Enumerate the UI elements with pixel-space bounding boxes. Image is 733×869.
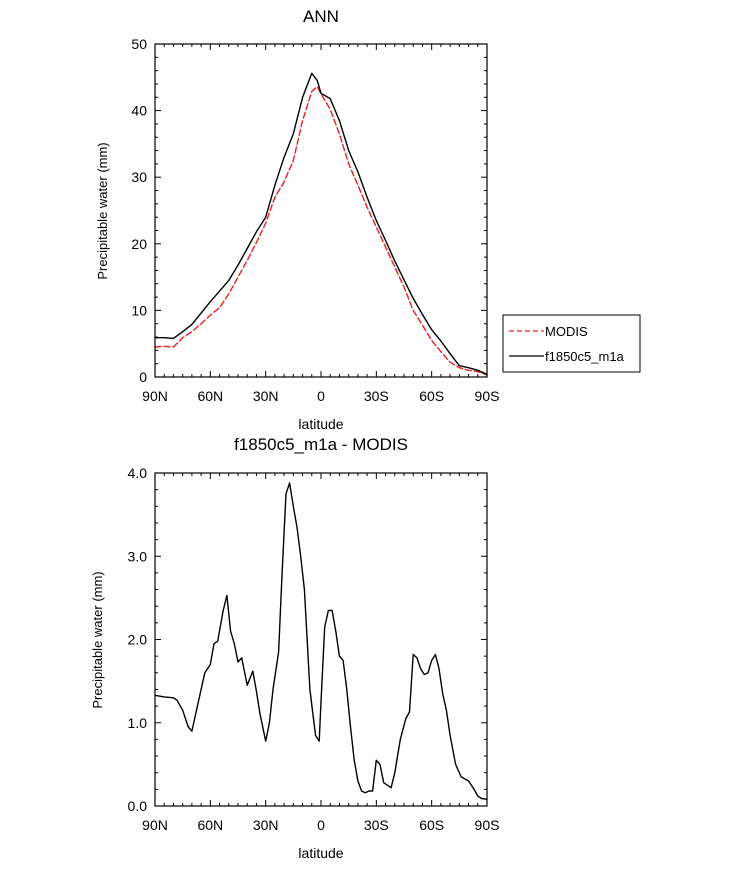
top-panel-ytick-label: 40 xyxy=(131,103,147,119)
bottom-panel-ytick-label: 1.0 xyxy=(128,715,148,731)
top-panel: ANN 90N 60N 30N 0 30S 60S 90S 0 10 20 30 40 50 latit… xyxy=(95,7,499,432)
bottom-panel-xtick-label: 60N xyxy=(197,817,223,833)
legend: MODIS f1850c5_m1a xyxy=(502,314,641,373)
bottom-panel-ytick-label: 2.0 xyxy=(128,632,148,648)
bottom-panel: f1850c5_m1a - MODIS 90N 60N 30N 0 30S 60S 90S 0… xyxy=(90,435,499,861)
top-panel-plot-content xyxy=(154,72,488,376)
bottom-panel-ylabel: Precipitable water (mm) xyxy=(90,571,105,708)
top-panel-ytick-label: 50 xyxy=(131,36,147,52)
legend-box xyxy=(502,314,641,373)
bottom-panel-xtick-label: 30N xyxy=(253,817,279,833)
top-panel-ytick-label: 30 xyxy=(131,169,147,185)
bottom-panel-ytick-label: 0.0 xyxy=(128,798,148,814)
legend-label-modis: MODIS xyxy=(545,324,588,339)
top-panel-xtick-label: 60S xyxy=(419,388,444,404)
top-panel-line-f1850c5-m1a xyxy=(154,72,488,375)
bottom-panel-ytick-label: 3.0 xyxy=(128,548,148,564)
top-panel-title: ANN xyxy=(303,7,339,26)
top-panel-xlabel: latitude xyxy=(298,416,343,432)
bottom-panel-line-series-0 xyxy=(154,482,488,800)
top-panel-xtick-label: 30N xyxy=(253,388,279,404)
bottom-panel-xtick-label: 90N xyxy=(142,817,168,833)
top-panel-xtick-label: 60N xyxy=(197,388,223,404)
top-panel-axes: 90N 60N 30N 0 30S 60S 90S 0 10 20 30 40 50 xyxy=(131,36,499,404)
top-panel-ytick-label: 10 xyxy=(131,302,147,318)
top-panel-line-modis xyxy=(154,85,488,376)
top-panel-ytick-label: 0 xyxy=(139,369,147,385)
bottom-panel-plot-content xyxy=(154,482,488,800)
bottom-panel-xtick-label: 60S xyxy=(419,817,444,833)
top-panel-xtick-label: 90S xyxy=(475,388,500,404)
bottom-panel-xtick-label: 0 xyxy=(317,817,325,833)
top-panel-xtick-label: 30S xyxy=(364,388,389,404)
bottom-panel-axes: 90N 60N 30N 0 30S 60S 90S 0.0 1.0 2.0 3.0 4.0 xyxy=(128,465,500,833)
legend-label-f1850c5-m1a: f1850c5_m1a xyxy=(545,349,625,364)
bottom-panel-xtick-label: 90S xyxy=(475,817,500,833)
bottom-panel-xlabel: latitude xyxy=(298,845,343,861)
bottom-panel-xtick-label: 30S xyxy=(364,817,389,833)
bottom-panel-ytick-label: 4.0 xyxy=(128,465,148,481)
top-panel-xtick-label: 90N xyxy=(142,388,168,404)
bottom-panel-title: f1850c5_m1a - MODIS xyxy=(234,435,408,454)
top-panel-ytick-label: 20 xyxy=(131,236,147,252)
top-panel-ylabel: Precipitable water (mm) xyxy=(95,142,110,279)
top-panel-xtick-label: 0 xyxy=(317,388,325,404)
